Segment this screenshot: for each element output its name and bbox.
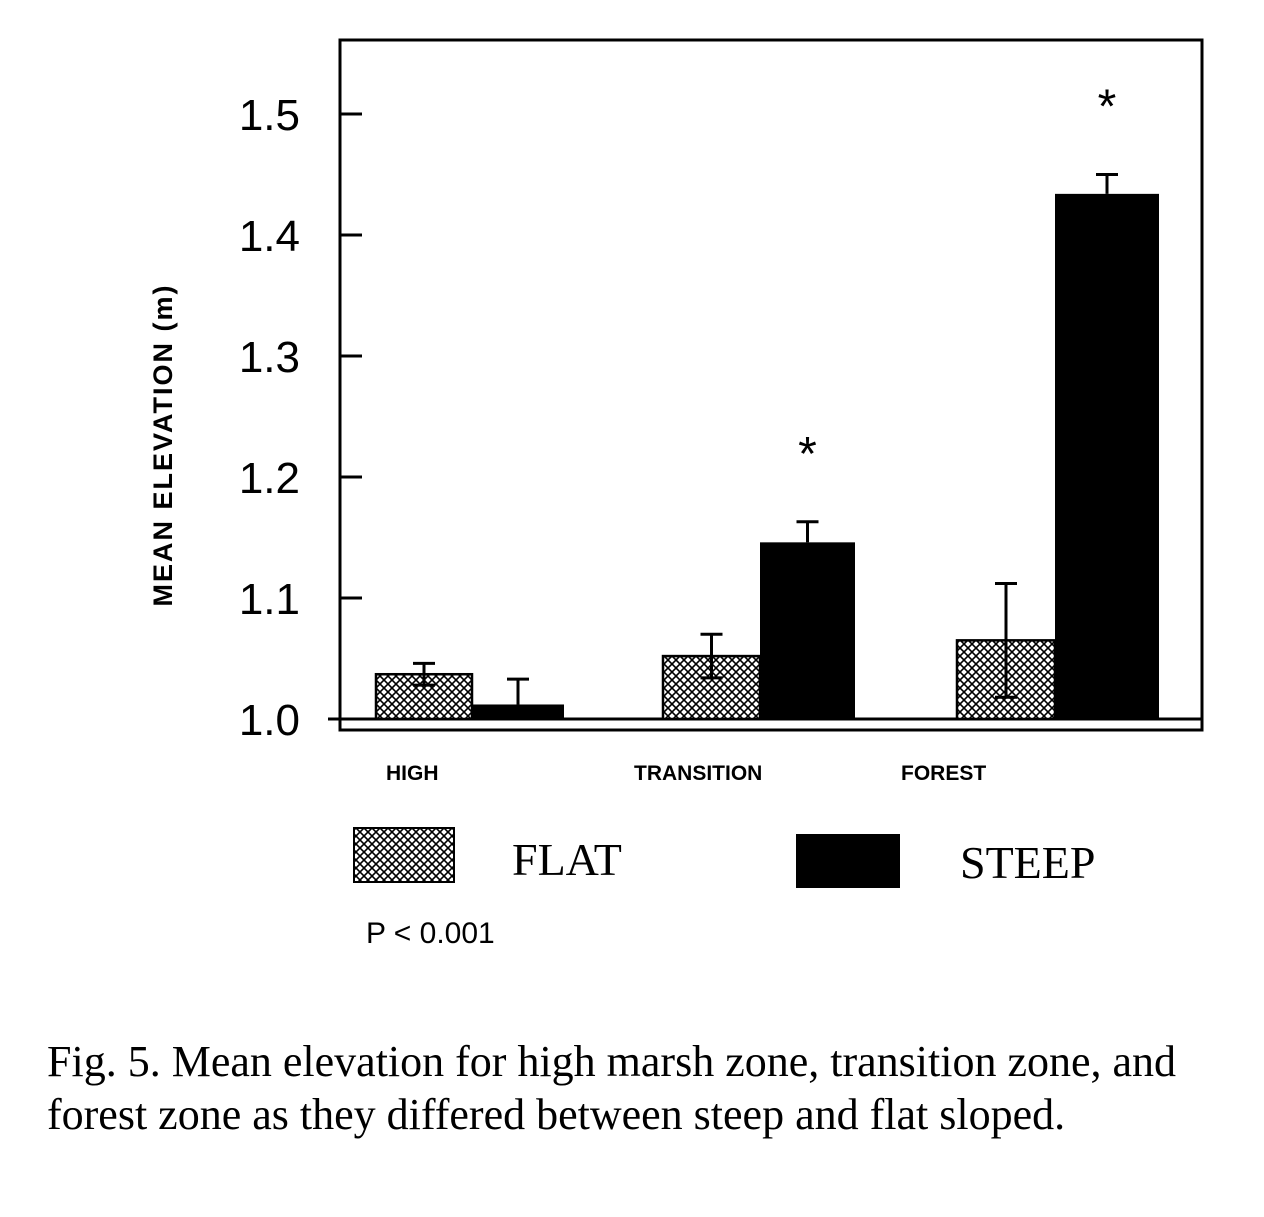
y-axis-label: MEAN ELEVATION (m) (148, 284, 178, 607)
bar-steep-transition (760, 542, 855, 719)
category-label-transition: TRANSITION (634, 762, 762, 785)
bar-steep-forest (1055, 193, 1159, 720)
error-bars (413, 173, 1118, 705)
figure-caption: Fig. 5. Mean elevation for high marsh zo… (47, 1037, 1177, 1139)
p-value-label: P < 0.001 (366, 917, 495, 950)
legend-swatch-steep (796, 834, 900, 888)
plot-frame (338, 38, 1204, 732)
bar-steep-high (472, 704, 564, 719)
significance-star: * (798, 428, 817, 481)
y-axis-ticks: 1.0 1.1 1.2 1.3 1.4 1.5 (239, 91, 362, 745)
y-tick-label: 1.3 (239, 333, 300, 382)
significance-markers: ** (798, 81, 1116, 481)
y-tick-label: 1.4 (239, 212, 300, 261)
legend-swatch-flat (353, 827, 455, 883)
chart: MEAN ELEVATION (m) 1.01.11.21.31.41.5 **… (148, 38, 1204, 950)
y-tick-label: 1.2 (239, 454, 300, 503)
significance-star: * (1098, 81, 1117, 134)
y-tick-label: 1.5 (239, 91, 300, 140)
category-label-high: HIGH (386, 762, 439, 785)
legend-label-steep: STEEP (960, 837, 1095, 888)
category-label-forest: FOREST (901, 762, 986, 785)
bars (374, 193, 1159, 721)
y-tick-label: 1.0 (239, 696, 300, 745)
y-tick-label: 1.1 (239, 575, 300, 624)
category-labels: HIGH TRANSITION FOREST (386, 762, 986, 785)
legend-label-flat: FLAT (512, 834, 622, 885)
legend: FLAT STEEP (353, 827, 1095, 888)
